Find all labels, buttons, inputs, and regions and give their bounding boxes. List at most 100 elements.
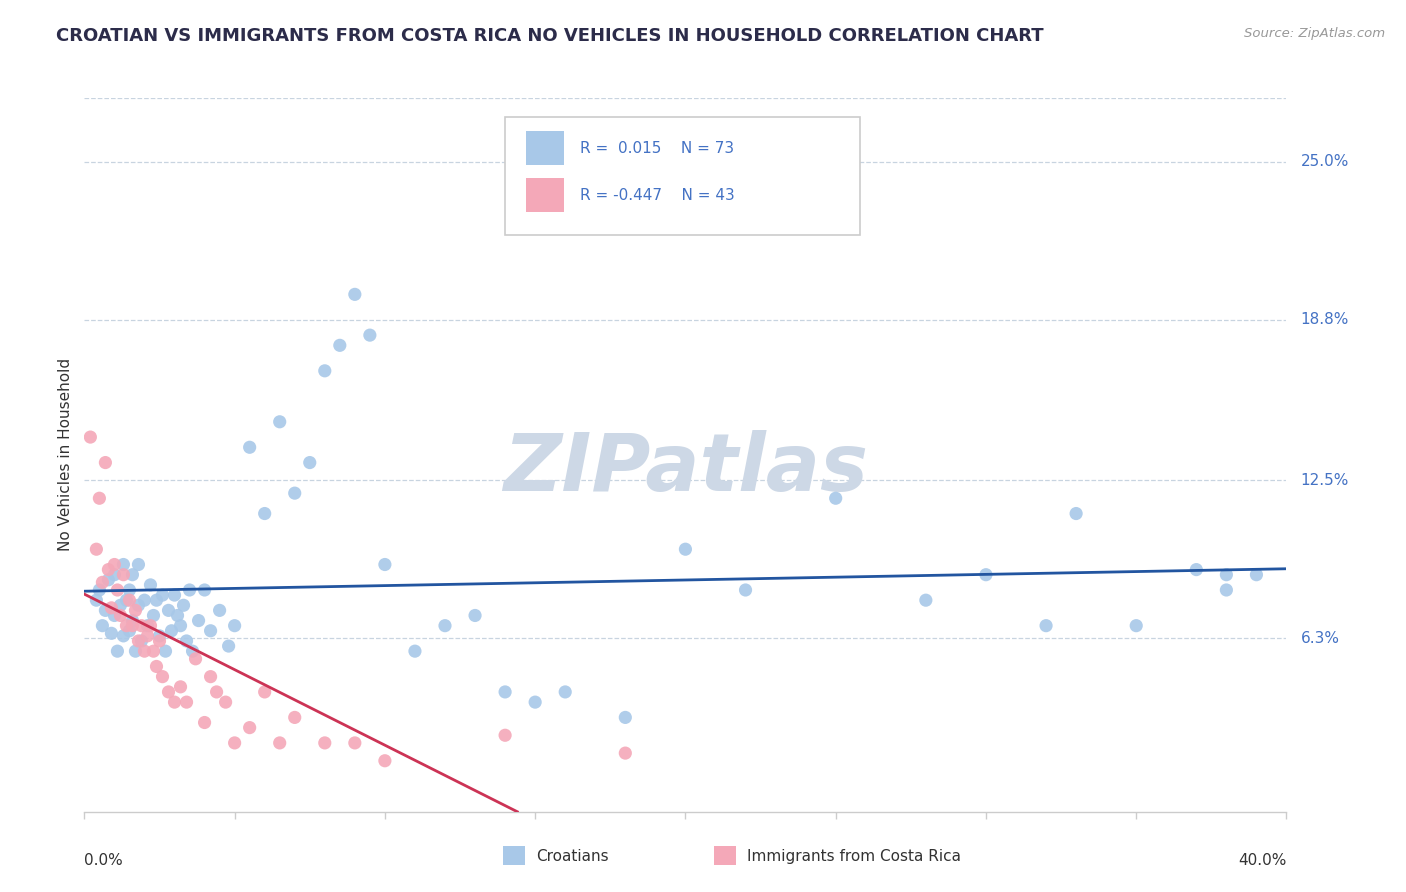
Bar — [526, 131, 564, 165]
Point — [374, 558, 396, 572]
Point — [239, 440, 262, 454]
Text: 40.0%: 40.0% — [1239, 854, 1286, 869]
Point — [269, 736, 291, 750]
Point — [136, 618, 159, 632]
Bar — [526, 178, 564, 212]
Point — [176, 695, 198, 709]
Point — [404, 644, 426, 658]
Point — [200, 670, 222, 684]
Point — [103, 608, 125, 623]
Point — [103, 567, 125, 582]
Point — [160, 624, 183, 638]
Point — [121, 618, 143, 632]
Point — [155, 644, 177, 658]
Point — [1215, 567, 1237, 582]
Point — [253, 685, 276, 699]
Point — [1215, 582, 1237, 597]
Point — [86, 593, 108, 607]
Point — [1125, 618, 1147, 632]
Point — [1035, 618, 1057, 632]
Point — [136, 629, 159, 643]
Point — [100, 626, 122, 640]
Point — [91, 575, 114, 590]
Point — [139, 578, 162, 592]
Point — [298, 456, 321, 470]
Point — [124, 644, 146, 658]
Point — [131, 634, 153, 648]
Point — [157, 603, 180, 617]
Text: 6.3%: 6.3% — [1301, 631, 1340, 646]
Point — [118, 593, 141, 607]
Point — [200, 624, 222, 638]
Point — [614, 710, 637, 724]
Text: CROATIAN VS IMMIGRANTS FROM COSTA RICA NO VEHICLES IN HOUSEHOLD CORRELATION CHAR: CROATIAN VS IMMIGRANTS FROM COSTA RICA N… — [56, 27, 1043, 45]
Point — [169, 680, 191, 694]
Point — [734, 582, 756, 597]
Point — [284, 710, 307, 724]
Point — [224, 736, 246, 750]
Point — [173, 599, 195, 613]
Point — [89, 582, 111, 597]
Point — [112, 629, 135, 643]
Point — [494, 685, 516, 699]
Point — [107, 644, 129, 658]
Point — [915, 593, 938, 607]
Point — [89, 491, 111, 506]
Point — [179, 582, 201, 597]
Point — [163, 695, 186, 709]
Point — [145, 659, 167, 673]
Point — [464, 608, 486, 623]
Point — [97, 563, 120, 577]
Point — [112, 558, 135, 572]
Point — [218, 639, 240, 653]
Y-axis label: No Vehicles in Household: No Vehicles in Household — [58, 359, 73, 551]
Point — [434, 618, 457, 632]
Point — [359, 328, 381, 343]
Point — [1064, 507, 1087, 521]
Text: 12.5%: 12.5% — [1301, 473, 1348, 488]
Point — [112, 567, 135, 582]
Point — [329, 338, 352, 352]
Point — [131, 618, 153, 632]
Point — [208, 603, 231, 617]
Point — [614, 746, 637, 760]
Point — [284, 486, 307, 500]
Point — [214, 695, 236, 709]
Point — [118, 624, 141, 638]
Point — [224, 618, 246, 632]
Point — [107, 582, 129, 597]
Point — [145, 593, 167, 607]
Point — [194, 582, 217, 597]
Point — [152, 588, 174, 602]
Point — [152, 670, 174, 684]
Text: Croatians: Croatians — [537, 849, 609, 863]
Point — [157, 685, 180, 699]
Point — [169, 618, 191, 632]
Point — [121, 614, 143, 628]
Point — [205, 685, 228, 699]
Point — [675, 542, 697, 557]
Text: Source: ZipAtlas.com: Source: ZipAtlas.com — [1244, 27, 1385, 40]
Text: R = -0.447    N = 43: R = -0.447 N = 43 — [579, 187, 734, 202]
Point — [94, 456, 117, 470]
FancyBboxPatch shape — [505, 118, 859, 235]
Text: Immigrants from Costa Rica: Immigrants from Costa Rica — [748, 849, 962, 863]
Point — [134, 593, 156, 607]
Point — [554, 685, 576, 699]
Point — [134, 644, 156, 658]
Point — [187, 614, 209, 628]
Point — [343, 287, 366, 301]
Point — [239, 721, 262, 735]
Text: 0.0%: 0.0% — [84, 854, 124, 869]
Point — [343, 736, 366, 750]
Text: ZIPatlas: ZIPatlas — [503, 430, 868, 508]
Point — [494, 728, 516, 742]
Point — [110, 599, 132, 613]
Point — [314, 736, 336, 750]
Point — [163, 588, 186, 602]
Point — [139, 618, 162, 632]
Point — [91, 618, 114, 632]
Point — [148, 629, 170, 643]
Point — [118, 582, 141, 597]
Point — [181, 644, 204, 658]
